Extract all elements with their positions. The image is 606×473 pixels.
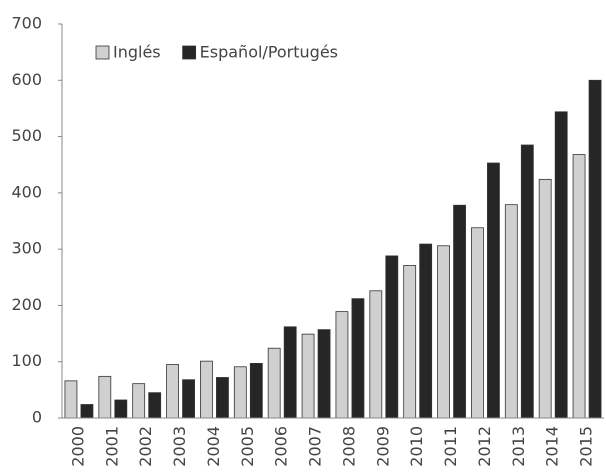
- bar: [233, 366, 247, 419]
- y-tick-label: 400: [11, 182, 42, 201]
- x-tick-label: 2008: [339, 426, 358, 467]
- x-tick-label: 2011: [441, 426, 460, 467]
- y-tick-label: 500: [11, 126, 42, 145]
- bar: [437, 245, 450, 419]
- y-tick-label: 300: [11, 239, 42, 258]
- bar: [132, 383, 146, 419]
- x-tick-label: 2005: [238, 426, 257, 467]
- bar: [588, 79, 602, 419]
- bar: [369, 290, 383, 419]
- bar: [166, 364, 179, 419]
- y-tick-label: 700: [11, 14, 42, 33]
- x-tick-label: 2013: [509, 426, 528, 467]
- y-tick-label: 100: [11, 351, 42, 370]
- y-tick-label: 600: [11, 70, 42, 89]
- bar: [98, 375, 112, 419]
- bar: [471, 227, 484, 419]
- bar: [64, 380, 78, 419]
- legend-label: Español/Portugés: [200, 43, 338, 62]
- x-tick-label: 2006: [272, 426, 291, 467]
- bar: [538, 178, 552, 419]
- bar: [504, 204, 518, 419]
- bar: [335, 311, 349, 419]
- x-tick-label: 2009: [373, 426, 392, 467]
- bar: [554, 111, 568, 419]
- bar: [249, 363, 263, 419]
- bar: [317, 329, 331, 419]
- legend-swatch: [182, 45, 197, 60]
- x-tick-label: 2007: [306, 426, 325, 467]
- bar: [80, 404, 94, 419]
- x-tick-label: 2003: [170, 426, 189, 467]
- bar: [148, 392, 162, 419]
- x-tick-label: 2012: [475, 426, 494, 467]
- bar: [403, 265, 417, 419]
- bar: [419, 243, 433, 419]
- bar: [216, 377, 229, 419]
- bar: [520, 144, 534, 419]
- bar: [182, 379, 195, 419]
- bar: [453, 204, 466, 419]
- x-tick-label: 2004: [204, 426, 223, 467]
- x-tick-label: 2000: [68, 426, 87, 467]
- bar: [487, 162, 500, 419]
- bar: [301, 333, 315, 419]
- bar: [267, 347, 281, 419]
- bar: [114, 399, 128, 419]
- y-tick-label: 200: [11, 295, 42, 314]
- bar: [283, 326, 297, 419]
- bar: [572, 154, 586, 419]
- x-tick-label: 2015: [577, 426, 596, 467]
- bar: [200, 360, 213, 419]
- legend-swatch: [95, 45, 110, 60]
- legend-label: Inglés: [113, 43, 161, 62]
- x-tick-label: 2014: [543, 426, 562, 467]
- y-tick-label: 0: [32, 408, 42, 427]
- bar: [351, 298, 365, 419]
- x-tick-label: 2010: [407, 426, 426, 467]
- x-tick-label: 2002: [136, 426, 155, 467]
- x-tick-label: 2001: [102, 426, 121, 467]
- bar: [385, 255, 399, 419]
